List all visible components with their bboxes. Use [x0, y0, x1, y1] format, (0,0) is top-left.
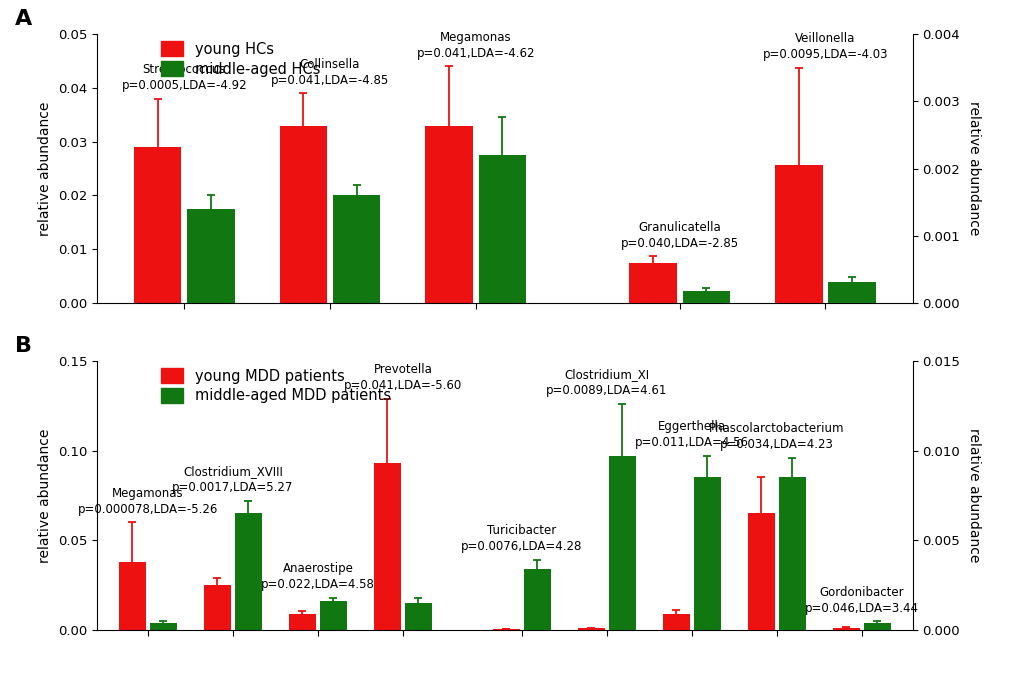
Bar: [118, 562, 146, 630]
Bar: [662, 614, 690, 630]
Bar: [492, 629, 520, 630]
Bar: [405, 603, 432, 630]
Text: Prevotella
p=0.041,LDA=-5.60: Prevotella p=0.041,LDA=-5.60: [343, 363, 462, 392]
Bar: [682, 291, 730, 303]
Text: Clostridium_XVIII
p=0.0017,LDA=5.27: Clostridium_XVIII p=0.0017,LDA=5.27: [172, 465, 293, 494]
Text: Megamonas
p=0.000078,LDA=-5.26: Megamonas p=0.000078,LDA=-5.26: [77, 487, 218, 516]
Bar: [827, 282, 875, 303]
Bar: [288, 614, 316, 630]
Text: Phascolarctobacterium
p=0.034,LDA=4.23: Phascolarctobacterium p=0.034,LDA=4.23: [708, 422, 844, 451]
Text: Eggerthella
p=0.011,LDA=4.56: Eggerthella p=0.011,LDA=4.56: [634, 420, 748, 449]
Bar: [523, 569, 550, 630]
Bar: [279, 125, 327, 303]
Bar: [373, 463, 400, 630]
Y-axis label: relative abundance: relative abundance: [966, 428, 980, 563]
Bar: [693, 477, 720, 630]
Text: Turicibacter
p=0.0076,LDA=4.28: Turicibacter p=0.0076,LDA=4.28: [461, 524, 582, 553]
Bar: [863, 622, 891, 630]
Bar: [319, 601, 346, 630]
Text: A: A: [15, 9, 33, 29]
Bar: [150, 622, 177, 630]
Y-axis label: relative abundance: relative abundance: [38, 101, 52, 236]
Bar: [133, 147, 181, 303]
Bar: [608, 456, 636, 630]
Text: Veillonella
p=0.0095,LDA=-4.03: Veillonella p=0.0095,LDA=-4.03: [762, 32, 888, 61]
Text: Gordonibacter
p=0.046,LDA=3.44: Gordonibacter p=0.046,LDA=3.44: [804, 586, 918, 615]
Bar: [187, 209, 234, 303]
Bar: [332, 195, 380, 303]
Legend: young MDD patients, middle-aged MDD patients: young MDD patients, middle-aged MDD pati…: [161, 368, 390, 403]
Text: Collinsella
p=0.041,LDA=-4.85: Collinsella p=0.041,LDA=-4.85: [271, 57, 389, 86]
Text: Megamonas
p=0.041,LDA=-4.62: Megamonas p=0.041,LDA=-4.62: [416, 31, 535, 60]
Bar: [774, 165, 821, 303]
Bar: [777, 477, 805, 630]
Text: Granulicatella
p=0.040,LDA=-2.85: Granulicatella p=0.040,LDA=-2.85: [621, 221, 738, 249]
Y-axis label: relative abundance: relative abundance: [38, 428, 52, 563]
Y-axis label: relative abundance: relative abundance: [966, 101, 980, 236]
Text: Streptococcus
p=0.0005,LDA=-4.92: Streptococcus p=0.0005,LDA=-4.92: [121, 63, 247, 92]
Bar: [478, 155, 526, 303]
Bar: [577, 628, 604, 630]
Bar: [832, 628, 859, 630]
Text: Clostridium_XI
p=0.0089,LDA=4.61: Clostridium_XI p=0.0089,LDA=4.61: [546, 368, 666, 397]
Bar: [204, 585, 231, 630]
Legend: young HCs, middle-aged HCs: young HCs, middle-aged HCs: [161, 42, 320, 76]
Bar: [629, 263, 677, 303]
Text: B: B: [15, 336, 33, 355]
Bar: [425, 125, 473, 303]
Bar: [747, 513, 774, 630]
Text: Anaerostipe
p=0.022,LDA=4.58: Anaerostipe p=0.022,LDA=4.58: [261, 562, 374, 591]
Bar: [234, 513, 262, 630]
